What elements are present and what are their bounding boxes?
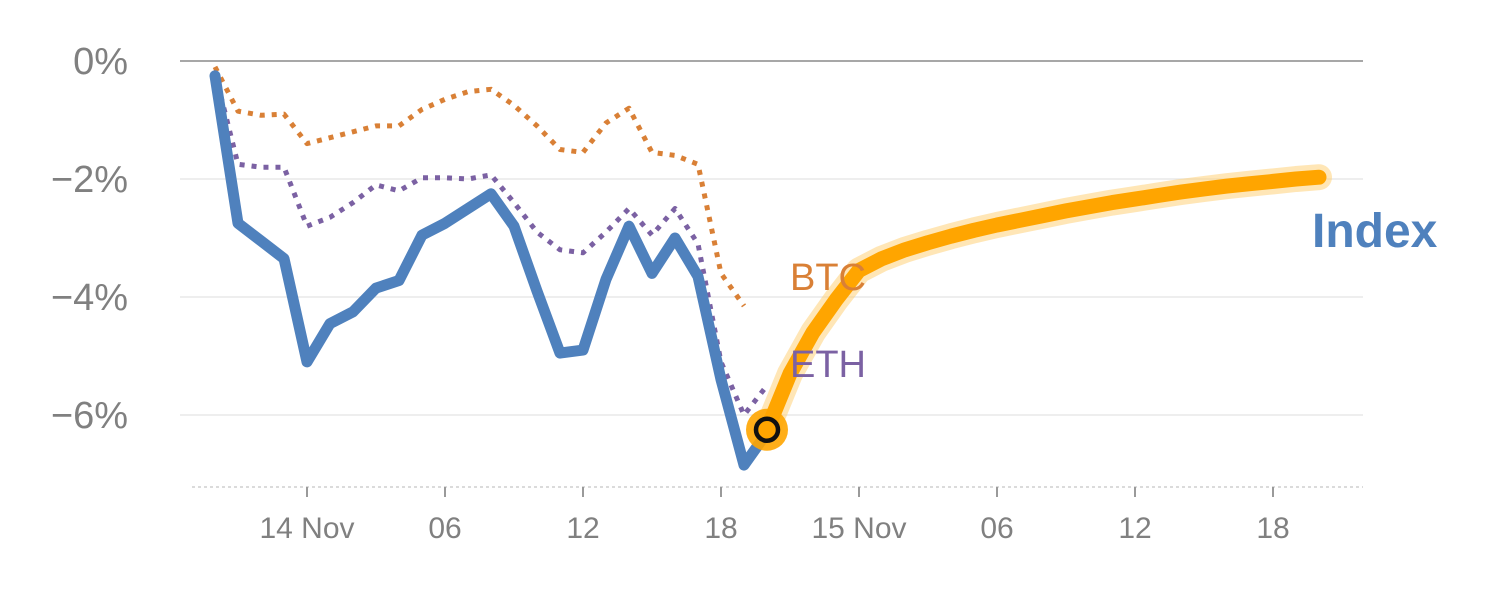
y-tick-label: −4% [51,277,128,319]
x-tick-label: 18 [1256,512,1289,545]
series-line-eth [212,72,769,418]
x-tick-label: 12 [1118,512,1151,545]
x-tick-label: 06 [980,512,1013,545]
x-tick-label: 14 Nov [259,512,354,545]
y-tick-label: −6% [51,395,128,437]
x-tick-label: 06 [428,512,461,545]
y-tick-label: −2% [51,159,128,201]
axes: 0% −2% −4% −6% 14 Nov 06 12 18 15 Nov 06 12 18 [51,41,1363,545]
series-label-btc: BTC [790,257,866,299]
x-tick-label: 15 Nov [811,512,906,545]
series-line-btc [212,65,747,308]
series-line-index [209,70,773,471]
x-tick-label: 12 [566,512,599,545]
current-point-marker [753,416,781,443]
series-line-forecast [759,169,1327,438]
series-labels: Index BTC ETH [790,205,1438,386]
series-label-eth: ETH [790,344,866,386]
grid [180,60,1363,416]
x-tick-label: 18 [704,512,737,545]
series-lines [209,65,1332,471]
y-tick-label: 0% [73,41,128,83]
series-label-index: Index [1312,205,1438,258]
